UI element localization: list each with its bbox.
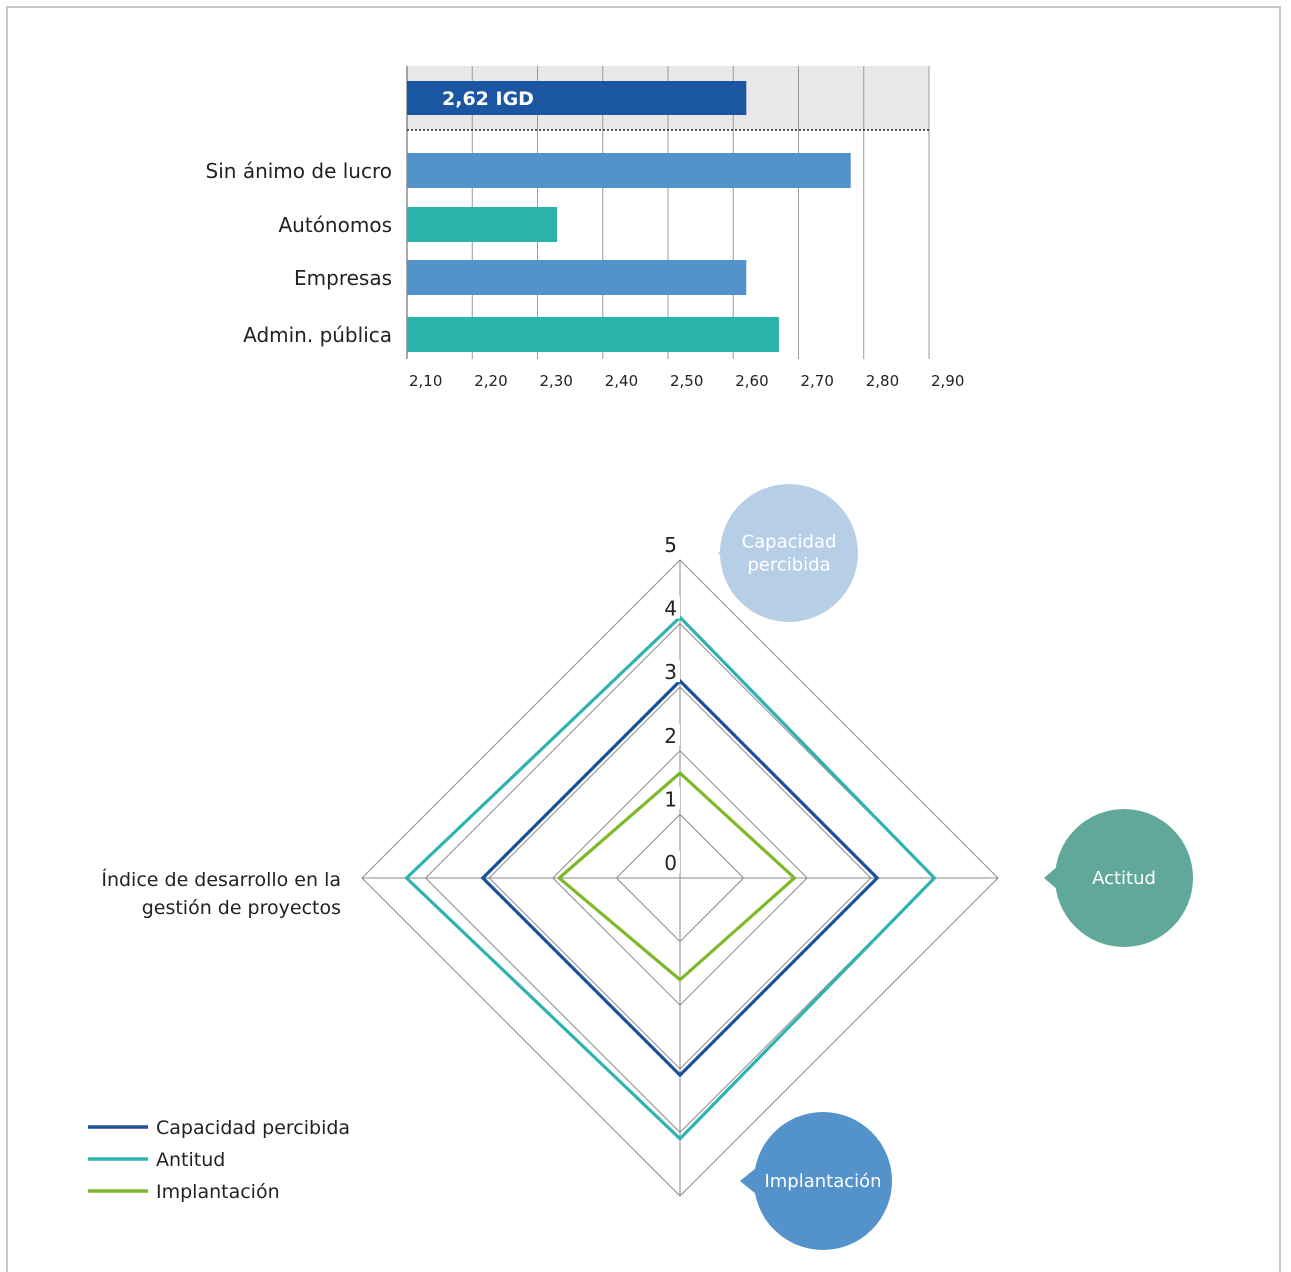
reference-bar-label: 2,62 IGD <box>442 88 534 110</box>
bar-category-label: Sin ánimo de lucro <box>206 159 392 183</box>
legend-label: Implantación <box>156 1181 280 1203</box>
bar-x-tick-label: 2,80 <box>866 372 899 390</box>
radar-tick-backdrop <box>666 851 680 873</box>
bar <box>407 207 558 242</box>
radar-r-tick-label: 4 <box>664 597 677 621</box>
radar-series-line <box>404 614 937 1142</box>
reference-bar <box>407 81 747 115</box>
bar-x-tick-label: 2,40 <box>605 372 638 390</box>
legend-label: Antitud <box>156 1149 225 1171</box>
radar-axis-label-left: Índice de desarrollo en la <box>101 868 341 891</box>
bar-x-tick-label: 2,90 <box>931 372 964 390</box>
radar-tick-backdrop <box>666 723 680 746</box>
radar-r-tick-labels: 0 1 2 3 4 5 <box>664 533 680 875</box>
axis-bubble-label: percibida <box>747 555 830 576</box>
legend: Capacidad percibida Antitud Implantación <box>88 1117 350 1203</box>
bubble-pointer <box>1044 866 1058 890</box>
axis-bubble-label: Implantación <box>764 1171 881 1192</box>
radar-tick-backdrop <box>666 596 680 619</box>
bar-x-tick-label: 2,50 <box>670 372 703 390</box>
axis-bubble <box>754 1112 892 1250</box>
axis-bubble <box>1055 809 1193 947</box>
radar-r-tick-label: 1 <box>664 787 677 811</box>
bar-x-tick-label: 2,20 <box>474 372 507 390</box>
bar-series <box>407 153 851 352</box>
radar-tick-backdrop <box>666 787 680 810</box>
radar-r-tick-label: 2 <box>664 724 677 748</box>
radar-series <box>404 614 937 1142</box>
bar-x-tick-labels: 2,10 2,20 2,30 2,40 2,50 2,60 2,70 2,80 2,90 <box>409 372 964 390</box>
bar-category-label: Autónomos <box>279 213 393 237</box>
legend-label: Capacidad percibida <box>156 1117 350 1139</box>
bar <box>407 153 851 188</box>
radar-series-line <box>556 770 797 982</box>
figure-frame <box>6 6 1281 1272</box>
bar-x-tick-label: 2,70 <box>801 372 834 390</box>
axis-bubble <box>720 484 858 622</box>
bar-x-tick-label: 2,10 <box>409 372 442 390</box>
bar-category-label: Empresas <box>294 266 392 290</box>
bar-category-labels: Sin ánimo de lucro Autónomos Empresas Admin… <box>206 159 392 347</box>
radar-r-tick-label: 3 <box>664 660 677 684</box>
radar-r-tick-label: 0 <box>664 851 677 875</box>
bar-x-tick-label: 2,30 <box>540 372 573 390</box>
radar-r-tick-label: 5 <box>664 533 677 557</box>
bar-x-tick-label: 2,60 <box>735 372 768 390</box>
bar-chart: 2,62 IGD Sin ánimo de lucro Autónomos Empr… <box>206 66 964 390</box>
radar-series-line <box>480 678 880 1078</box>
bar <box>407 317 779 352</box>
radar-tick-backdrop <box>666 660 680 683</box>
bar-category-label: Admin. pública <box>243 323 392 347</box>
radar-tick-backdrop <box>666 533 680 555</box>
axis-bubble-label: Capacidad <box>742 532 837 553</box>
radar-axis-label-left-line2: gestión de proyectos <box>142 897 341 919</box>
bar <box>407 260 747 295</box>
axis-bubble-label: Actitud <box>1092 868 1156 889</box>
bubble-pointer <box>740 1168 756 1194</box>
radar-grid <box>361 559 999 1197</box>
